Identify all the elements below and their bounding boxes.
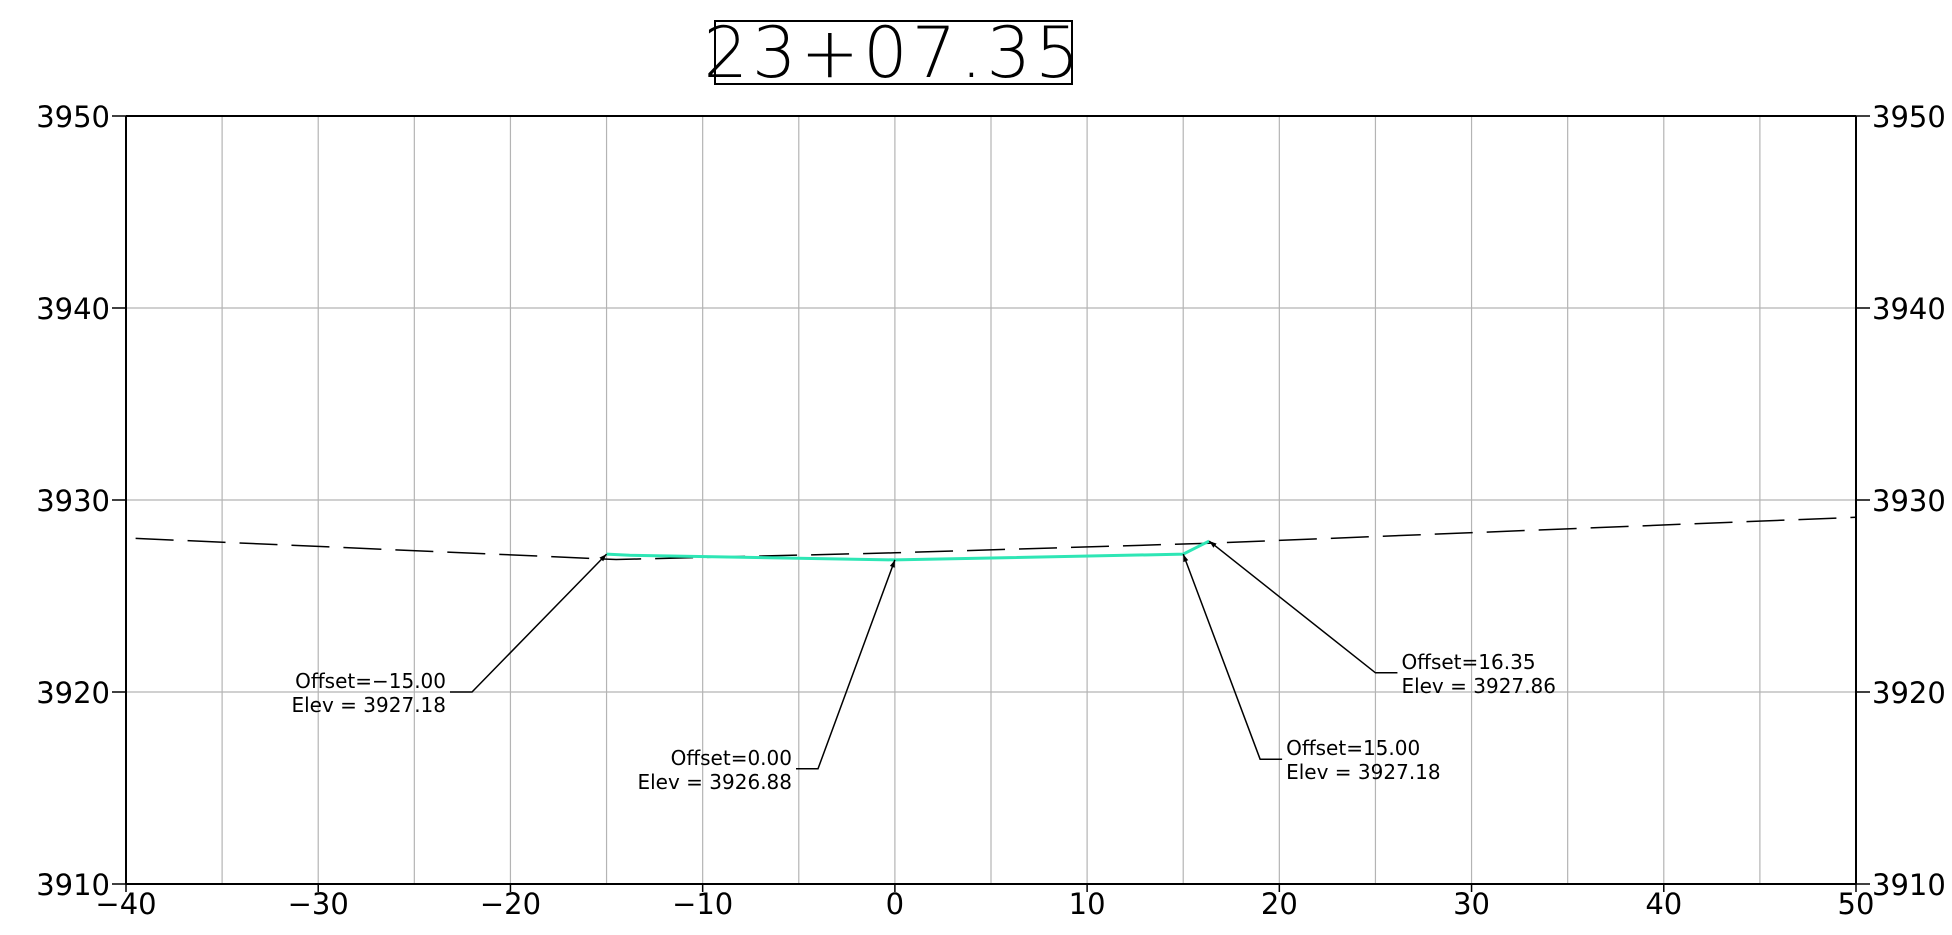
x-tick-label: −10 (672, 887, 733, 921)
callout-leader (1208, 540, 1398, 674)
axis-ticks: 3910 3910 3920 3920 3930 3930 3940 3940 3950 3950… (36, 100, 1946, 921)
callout-offset-text: Offset=−15.00 (295, 669, 446, 693)
x-tick-label: 0 (886, 887, 904, 921)
y-tick-label-left: 3940 (36, 292, 110, 326)
y-tick-label-left: 3920 (36, 676, 110, 710)
y-tick-label-left: 3910 (36, 868, 110, 902)
callout-leader (796, 559, 896, 770)
y-tick-label-left: 3950 (36, 100, 110, 134)
x-tick-label: −30 (288, 887, 349, 921)
x-tick-label: −40 (95, 887, 156, 921)
y-tick-label-right: 3920 (1872, 676, 1946, 710)
callout-leader (450, 553, 608, 693)
series (135, 516, 1857, 562)
x-tick-label: 50 (1838, 887, 1875, 921)
x-tick-label: 40 (1645, 887, 1682, 921)
callout-elev-text: Elev = 3927.18 (1286, 760, 1441, 784)
callout-elev-text: Elev = 3927.18 (291, 693, 446, 717)
callout-elev-text: Elev = 3926.88 (637, 770, 792, 794)
y-tick-label-right: 3940 (1872, 292, 1946, 326)
callout-offset-text: Offset=0.00 (671, 746, 792, 770)
x-tick-label: 20 (1261, 887, 1298, 921)
existing-ground-line (135, 516, 1857, 561)
grid (126, 116, 1856, 884)
x-tick-label: −20 (480, 887, 541, 921)
callout-leader (1182, 553, 1283, 760)
station-label: 23+07.35 (703, 11, 1084, 94)
callout-elev-text: Elev = 3927.86 (1401, 674, 1556, 698)
x-tick-label: 30 (1453, 887, 1490, 921)
proposed-section-line (606, 539, 1210, 562)
y-tick-label-right: 3930 (1872, 484, 1946, 518)
y-tick-label-right: 3950 (1872, 100, 1946, 134)
callout-offset-text: Offset=15.00 (1286, 736, 1420, 760)
y-tick-label-right: 3910 (1872, 868, 1946, 902)
callout-offset-text: Offset=16.35 (1401, 650, 1535, 674)
x-tick-label: 10 (1069, 887, 1106, 921)
y-tick-label-left: 3930 (36, 484, 110, 518)
